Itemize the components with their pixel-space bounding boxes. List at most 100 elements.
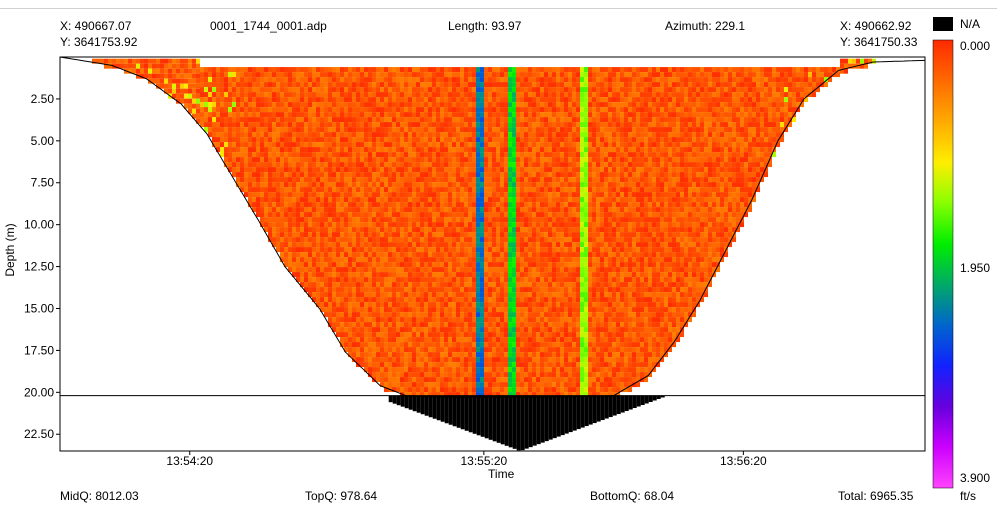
heatmap-cell (532, 372, 536, 378)
heatmap-cell (136, 73, 140, 79)
heatmap-cell (344, 182, 348, 188)
heatmap-cell (456, 342, 460, 348)
heatmap-cell (452, 102, 456, 108)
heatmap-cell (464, 82, 468, 88)
heatmap-cell (444, 137, 448, 143)
heatmap-cell (548, 172, 552, 178)
heatmap-cell (524, 122, 528, 128)
heatmap-cell (252, 77, 256, 83)
heatmap-cell (312, 127, 316, 133)
heatmap-cell (268, 197, 272, 203)
heatmap-cell (188, 68, 192, 74)
heatmap-cell (508, 222, 512, 228)
heatmap-cell (268, 112, 272, 118)
heatmap-cell (344, 72, 348, 78)
heatmap-cell (356, 252, 360, 258)
heatmap-cell (436, 222, 440, 228)
heatmap-cell (228, 137, 232, 143)
heatmap-cell (492, 172, 496, 178)
heatmap-cell (476, 267, 480, 273)
heatmap-cell (556, 192, 560, 198)
heatmap-cell (272, 167, 276, 173)
heatmap-cell (448, 127, 452, 133)
heatmap-cell (280, 72, 284, 78)
heatmap-cell (556, 272, 560, 278)
heatmap-cell (508, 392, 512, 398)
heatmap-cell (492, 362, 496, 368)
heatmap-cell (440, 217, 444, 223)
heatmap-cell (292, 247, 296, 253)
heatmap-cell (536, 247, 540, 253)
heatmap-cell (540, 177, 544, 183)
heatmap-cell (512, 152, 516, 158)
heatmap-cell (344, 307, 348, 313)
heatmap-cell (476, 327, 480, 333)
heatmap-cell (344, 332, 348, 338)
heatmap-cell (556, 197, 560, 203)
heatmap-cell (372, 267, 376, 273)
heatmap-cell (280, 242, 284, 248)
heatmap-cell (404, 97, 408, 103)
heatmap-cell (444, 257, 448, 263)
heatmap-cell (436, 122, 440, 128)
heatmap-cell (240, 92, 244, 98)
heatmap-cell (312, 172, 316, 178)
heatmap-cell (556, 72, 560, 78)
heatmap-cell (524, 177, 528, 183)
heatmap-cell (144, 73, 148, 79)
heatmap-cell (432, 387, 436, 393)
heatmap-cell (464, 117, 468, 123)
heatmap-cell (564, 232, 568, 238)
heatmap-cell (308, 187, 312, 193)
heatmap-cell (460, 232, 464, 238)
heatmap-cell (304, 97, 308, 103)
heatmap-cell (468, 372, 472, 378)
heatmap-cell (412, 307, 416, 313)
heatmap-cell (552, 297, 556, 303)
heatmap-cell (388, 352, 392, 358)
heatmap-cell (492, 292, 496, 298)
heatmap-cell (432, 347, 436, 353)
heatmap-cell (464, 217, 468, 223)
heatmap-cell (524, 207, 528, 213)
heatmap-cell (276, 67, 280, 73)
heatmap-cell (352, 342, 356, 348)
heatmap-cell (328, 207, 332, 213)
heatmap-cell (504, 107, 508, 113)
heatmap-cell (228, 77, 232, 83)
heatmap-cell (356, 242, 360, 248)
heatmap-cell (320, 127, 324, 133)
heatmap-cell (360, 192, 364, 198)
heatmap-cell (452, 82, 456, 88)
heatmap-cell (344, 312, 348, 318)
heatmap-cell (248, 67, 252, 73)
heatmap-cell (436, 67, 440, 73)
heatmap-cell (428, 262, 432, 268)
heatmap-cell (364, 342, 368, 348)
heatmap-cell (364, 227, 368, 233)
heatmap-cell (368, 362, 372, 368)
heatmap-cell (528, 97, 532, 103)
heatmap-cell (212, 107, 216, 113)
heatmap-cell (388, 177, 392, 183)
heatmap-cell (308, 212, 312, 218)
heatmap-cell (416, 102, 420, 108)
heatmap-cell (376, 272, 380, 278)
heatmap-cell (364, 187, 368, 193)
heatmap-cell (528, 282, 532, 288)
heatmap-cell (320, 142, 324, 148)
heatmap-cell (308, 147, 312, 153)
heatmap-cell (360, 167, 364, 173)
heatmap-cell (472, 102, 476, 108)
heatmap-cell (492, 232, 496, 238)
heatmap-cell (272, 82, 276, 88)
heatmap-cell (352, 122, 356, 128)
heatmap-cell (456, 297, 460, 303)
heatmap-cell (404, 267, 408, 273)
heatmap-cell (476, 287, 480, 293)
heatmap-cell (516, 192, 520, 198)
heatmap-cell (484, 147, 488, 153)
heatmap-cell (224, 72, 228, 78)
heatmap-cell (440, 222, 444, 228)
